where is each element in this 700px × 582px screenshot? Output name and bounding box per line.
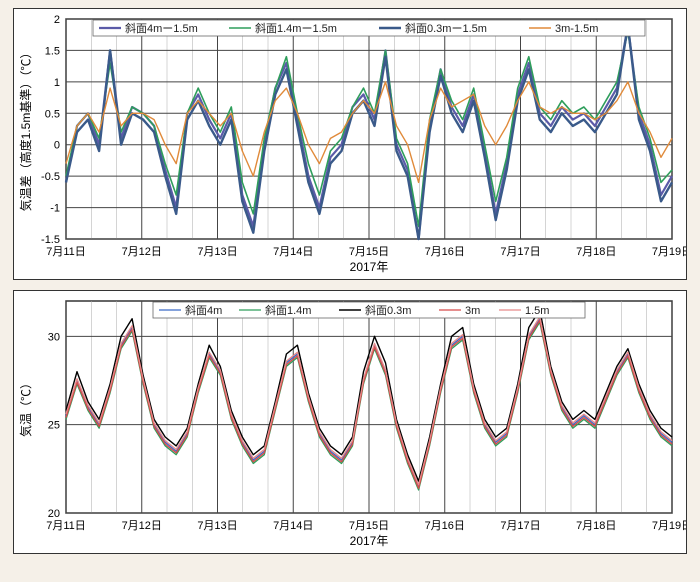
- y-axis-label: 気温差（高度1.5m基準）（℃）: [18, 47, 33, 212]
- legend-label: 斜面1.4mー1.5m: [255, 22, 337, 35]
- panel-top-svg: -1.5 -1 -0.5 0 0.5 1 1.5 2 7月11日 7月12日 7月13日 7月14日 7…: [14, 9, 686, 279]
- legend-label: 斜面0.3m: [365, 304, 411, 317]
- x-tick-label: 7月15日: [349, 246, 389, 258]
- x-tick-label: 7月11日: [46, 246, 86, 258]
- svg-text:0.5: 0.5: [45, 108, 60, 120]
- legend-label: 3m-1.5m: [555, 23, 598, 35]
- svg-text:2: 2: [54, 14, 60, 26]
- x-tick-label: 7月14日: [273, 246, 313, 258]
- y-axis-label: 気温（℃）: [18, 377, 33, 437]
- svg-text:1.5: 1.5: [45, 45, 60, 57]
- legend-label: 1.5m: [525, 305, 549, 317]
- x-tick-label: 7月13日: [197, 246, 237, 258]
- x-tick-label: 7月18日: [576, 246, 616, 258]
- svg-text:20: 20: [48, 508, 60, 520]
- svg-text:-0.5: -0.5: [41, 171, 60, 183]
- bottom-chart-panel: 20 25 30 7月11日 7月12日 7月13日 7月14日 7月15日 7月16日 7月17…: [13, 290, 687, 554]
- legend-label: 斜面4mー1.5m: [125, 22, 198, 35]
- x-tick-label: 7月17日: [500, 246, 540, 258]
- svg-text:-1: -1: [50, 203, 60, 215]
- x-tick-label: 7月12日: [122, 246, 162, 258]
- x-tick-label: 7月17日: [500, 520, 540, 532]
- legend: 斜面4mー1.5m 斜面1.4mー1.5m 斜面0.3mー1.5m 3m-1.5m: [93, 20, 645, 36]
- legend: 斜面4m 斜面1.4m 斜面0.3m 3m 1.5m: [153, 302, 585, 318]
- panel-bottom-svg: 20 25 30 7月11日 7月12日 7月13日 7月14日 7月15日 7月16日 7月17…: [14, 291, 686, 553]
- x-axis-year: 2017年: [350, 260, 389, 274]
- legend-label: 斜面1.4m: [265, 304, 311, 317]
- x-tick-label: 7月13日: [197, 520, 237, 532]
- x-axis-year: 2017年: [350, 534, 389, 548]
- svg-text:1: 1: [54, 77, 60, 89]
- x-tick-label: 7月18日: [576, 520, 616, 532]
- x-tick-label: 7月15日: [349, 520, 389, 532]
- x-tick-label: 7月16日: [425, 520, 465, 532]
- svg-text:-1.5: -1.5: [41, 234, 60, 246]
- legend-label: 斜面4m: [185, 304, 222, 317]
- top-chart-panel: -1.5 -1 -0.5 0 0.5 1 1.5 2 7月11日 7月12日 7月13日 7月14日 7…: [13, 8, 687, 280]
- legend-label: 斜面0.3mー1.5m: [405, 22, 487, 35]
- x-tick-label: 7月11日: [46, 520, 86, 532]
- x-tick-label: 7月19日: [652, 246, 686, 258]
- x-tick-label: 7月14日: [273, 520, 313, 532]
- x-tick-label: 7月12日: [122, 520, 162, 532]
- x-tick-label: 7月16日: [425, 246, 465, 258]
- svg-text:30: 30: [48, 331, 60, 343]
- svg-text:0: 0: [54, 140, 60, 152]
- x-tick-label: 7月19日: [652, 520, 686, 532]
- svg-text:25: 25: [48, 420, 60, 432]
- legend-label: 3m: [465, 305, 480, 317]
